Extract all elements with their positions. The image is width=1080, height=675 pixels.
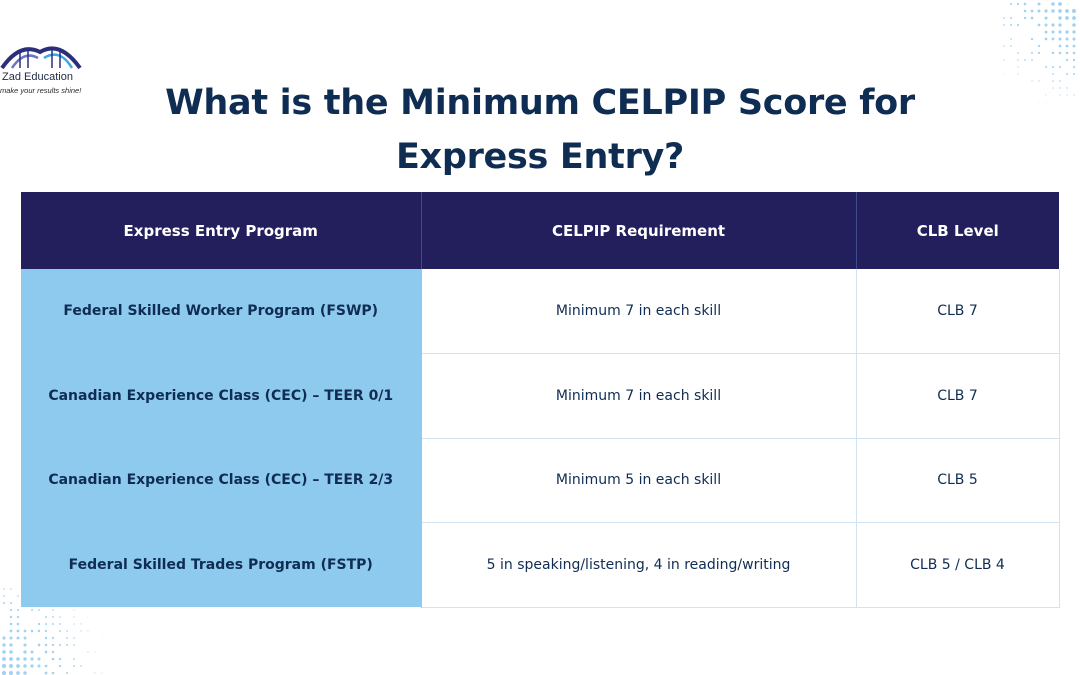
header-clb: CLB Level	[856, 192, 1059, 269]
table-row: Federal Skilled Trades Program (FSTP) 5 …	[21, 523, 1059, 608]
cell-requirement: Minimum 5 in each skill	[421, 438, 856, 523]
cell-clb: CLB 5 / CLB 4	[856, 523, 1059, 608]
brand-logo: Zad Education make your results shine!	[0, 38, 100, 100]
header-program: Express Entry Program	[21, 192, 421, 269]
cell-clb: CLB 7	[856, 354, 1059, 439]
cell-clb: CLB 7	[856, 269, 1059, 354]
cell-program: Federal Skilled Trades Program (FSTP)	[21, 523, 421, 608]
decorative-dots-top-right	[1000, 0, 1080, 120]
cell-requirement: Minimum 7 in each skill	[421, 269, 856, 354]
table-header-row: Express Entry Program CELPIP Requirement…	[21, 192, 1059, 269]
header-requirement: CELPIP Requirement	[421, 192, 856, 269]
cell-program: Canadian Experience Class (CEC) – TEER 2…	[21, 438, 421, 523]
table-row: Canadian Experience Class (CEC) – TEER 0…	[21, 354, 1059, 439]
table-row: Canadian Experience Class (CEC) – TEER 2…	[21, 438, 1059, 523]
cell-program: Federal Skilled Worker Program (FSWP)	[21, 269, 421, 354]
requirements-table: Express Entry Program CELPIP Requirement…	[21, 192, 1060, 608]
logo-name: Zad Education	[2, 71, 73, 83]
cell-program: Canadian Experience Class (CEC) – TEER 0…	[21, 354, 421, 439]
cell-clb: CLB 5	[856, 438, 1059, 523]
page-title: What is the Minimum CELPIP Score for Exp…	[100, 76, 980, 184]
table-row: Federal Skilled Worker Program (FSWP) Mi…	[21, 269, 1059, 354]
cell-requirement: Minimum 7 in each skill	[421, 354, 856, 439]
bridge-logo-icon	[0, 38, 82, 72]
cell-requirement: 5 in speaking/listening, 4 in reading/wr…	[421, 523, 856, 608]
logo-tagline: make your results shine!	[0, 86, 81, 95]
